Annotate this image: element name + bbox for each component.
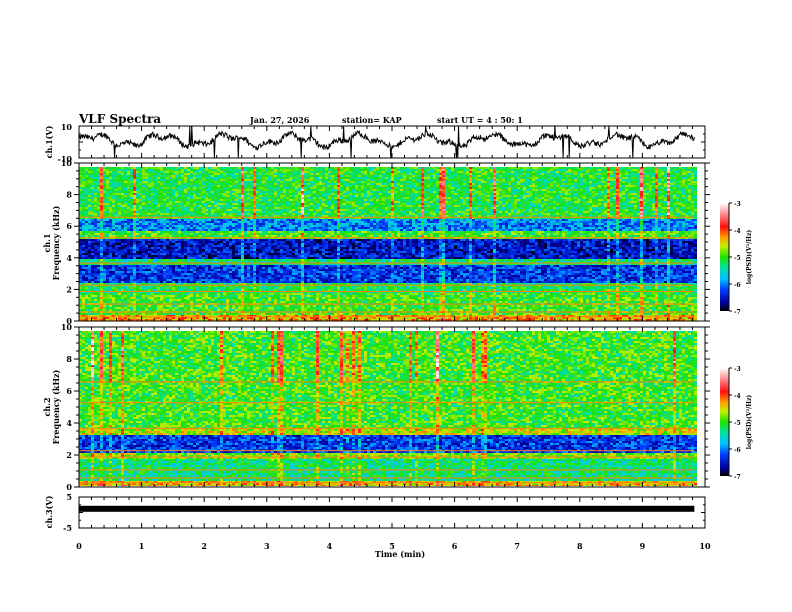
x-tick-label: 5 bbox=[389, 541, 395, 551]
ch2-spec-ylabel-2: Frequency (kHz) bbox=[51, 369, 61, 444]
x-tick-label: 4 bbox=[327, 541, 333, 551]
spectral-line bbox=[79, 482, 695, 484]
ch1-ytick-top: 10 bbox=[61, 122, 73, 132]
ch1-ytick-bottom: -10 bbox=[58, 154, 73, 164]
colorbar-tick-label: -5 bbox=[734, 420, 741, 427]
spectral-line bbox=[79, 290, 695, 292]
y-tick-label: 2 bbox=[66, 450, 72, 460]
figure-title: VLF Spectra bbox=[78, 112, 161, 126]
x-tick-label: 9 bbox=[640, 541, 646, 551]
colorbar-1: -3 -4 -5 -6 -7 log(PSD)(V²/Hz) bbox=[720, 201, 753, 316]
y-tick-label: 8 bbox=[66, 190, 72, 200]
colorbar-tick-label: -3 bbox=[734, 201, 741, 208]
x-axis-label: Time (min) bbox=[375, 549, 425, 559]
colorbar-tick-label: -7 bbox=[734, 474, 741, 481]
spectral-line bbox=[79, 303, 695, 305]
ch1-ticks bbox=[78, 125, 706, 159]
date-label: Jan. 27, 2026 bbox=[249, 115, 310, 125]
ch2-spectrogram-image bbox=[79, 331, 697, 486]
y-tick-label: 0 bbox=[66, 316, 72, 326]
start-time-label: start UT = 4 : 50: 1 bbox=[437, 115, 523, 125]
ch1-spectrogram-image bbox=[79, 167, 697, 321]
y-tick-label: 6 bbox=[66, 386, 72, 396]
colorbar-1-label: log(PSD)(V²/Hz) bbox=[746, 230, 753, 285]
y-tick-label: 4 bbox=[66, 253, 72, 263]
ch3-panel: 5 -5 ch.3(V) 0 1 2 3 4 5 6 7 8 9 10 Time (min) bbox=[44, 492, 711, 559]
ch1-waveform-line bbox=[78, 125, 695, 159]
x-tick-label: 0 bbox=[76, 541, 82, 551]
spectral-line bbox=[79, 237, 695, 239]
ch1-spec-ylabel-1: ch.1 bbox=[42, 233, 52, 252]
ch2-spectrogram-panel: 0 2 4 6 8 10 ch.2 Frequency (kHz) bbox=[42, 322, 710, 492]
spectral-line bbox=[79, 450, 695, 452]
spectral-line bbox=[79, 402, 695, 404]
x-tick-label: 3 bbox=[264, 541, 270, 551]
station-label: station= KAP bbox=[342, 115, 402, 125]
spectral-line bbox=[79, 216, 695, 218]
y-tick-label: 0 bbox=[66, 482, 72, 492]
spectral-line bbox=[79, 311, 695, 313]
spectral-line bbox=[79, 381, 695, 383]
y-tick-label: 8 bbox=[66, 354, 72, 364]
spectral-line bbox=[79, 427, 695, 429]
colorbar-tick-label: -3 bbox=[734, 366, 741, 373]
ch3-ytick-top: 5 bbox=[66, 492, 72, 502]
ch3-ytick-bottom: -5 bbox=[63, 523, 72, 533]
ch2-spec-ylabel-1: ch.2 bbox=[42, 397, 52, 416]
y-tick-label: 4 bbox=[66, 418, 72, 428]
spectral-line bbox=[79, 262, 695, 264]
colorbar-2-label: log(PSD)(V²/Hz) bbox=[746, 395, 753, 450]
ch1-panel: 10 -10 ch.1(V) bbox=[44, 122, 706, 164]
spectral-line bbox=[79, 456, 695, 458]
colorbar-tick-label: -6 bbox=[734, 282, 741, 289]
x-tick-label: 8 bbox=[577, 541, 583, 551]
spectral-line bbox=[79, 316, 695, 318]
colorbar-2: -3 -4 -5 -6 -7 log(PSD)(V²/Hz) bbox=[720, 366, 753, 481]
x-tick-label: 10 bbox=[699, 541, 711, 551]
spectral-line bbox=[79, 284, 695, 286]
ch1-spec-ylabel-2: Frequency (kHz) bbox=[51, 205, 61, 280]
x-tick-label: 1 bbox=[139, 541, 145, 551]
y-tick-label: 2 bbox=[66, 284, 72, 294]
colorbar-tick-label: -4 bbox=[734, 228, 741, 235]
x-tick-label: 7 bbox=[514, 541, 520, 551]
colorbar-tick-label: -6 bbox=[734, 447, 741, 454]
ch3-waveform-line bbox=[79, 505, 695, 512]
x-tick-label: 2 bbox=[201, 541, 207, 551]
colorbar-tick-label: -4 bbox=[734, 393, 741, 400]
ch3-ylabel: ch.3(V) bbox=[44, 495, 54, 528]
ch1-spectrogram-panel: 0 2 4 6 8 10 ch.1 Frequency (kHz) bbox=[42, 158, 710, 326]
colorbar-tick-label: -7 bbox=[734, 309, 741, 316]
y-tick-label: 6 bbox=[66, 221, 72, 231]
y-tick-label: 10 bbox=[61, 322, 73, 332]
x-tick-label: 6 bbox=[452, 541, 458, 551]
spectral-line bbox=[79, 477, 695, 479]
y-tick-label: 10 bbox=[61, 158, 73, 168]
spectral-line bbox=[79, 469, 695, 471]
ch1-ylabel: ch.1(V) bbox=[44, 125, 54, 158]
colorbar-tick-label: -5 bbox=[734, 255, 741, 262]
